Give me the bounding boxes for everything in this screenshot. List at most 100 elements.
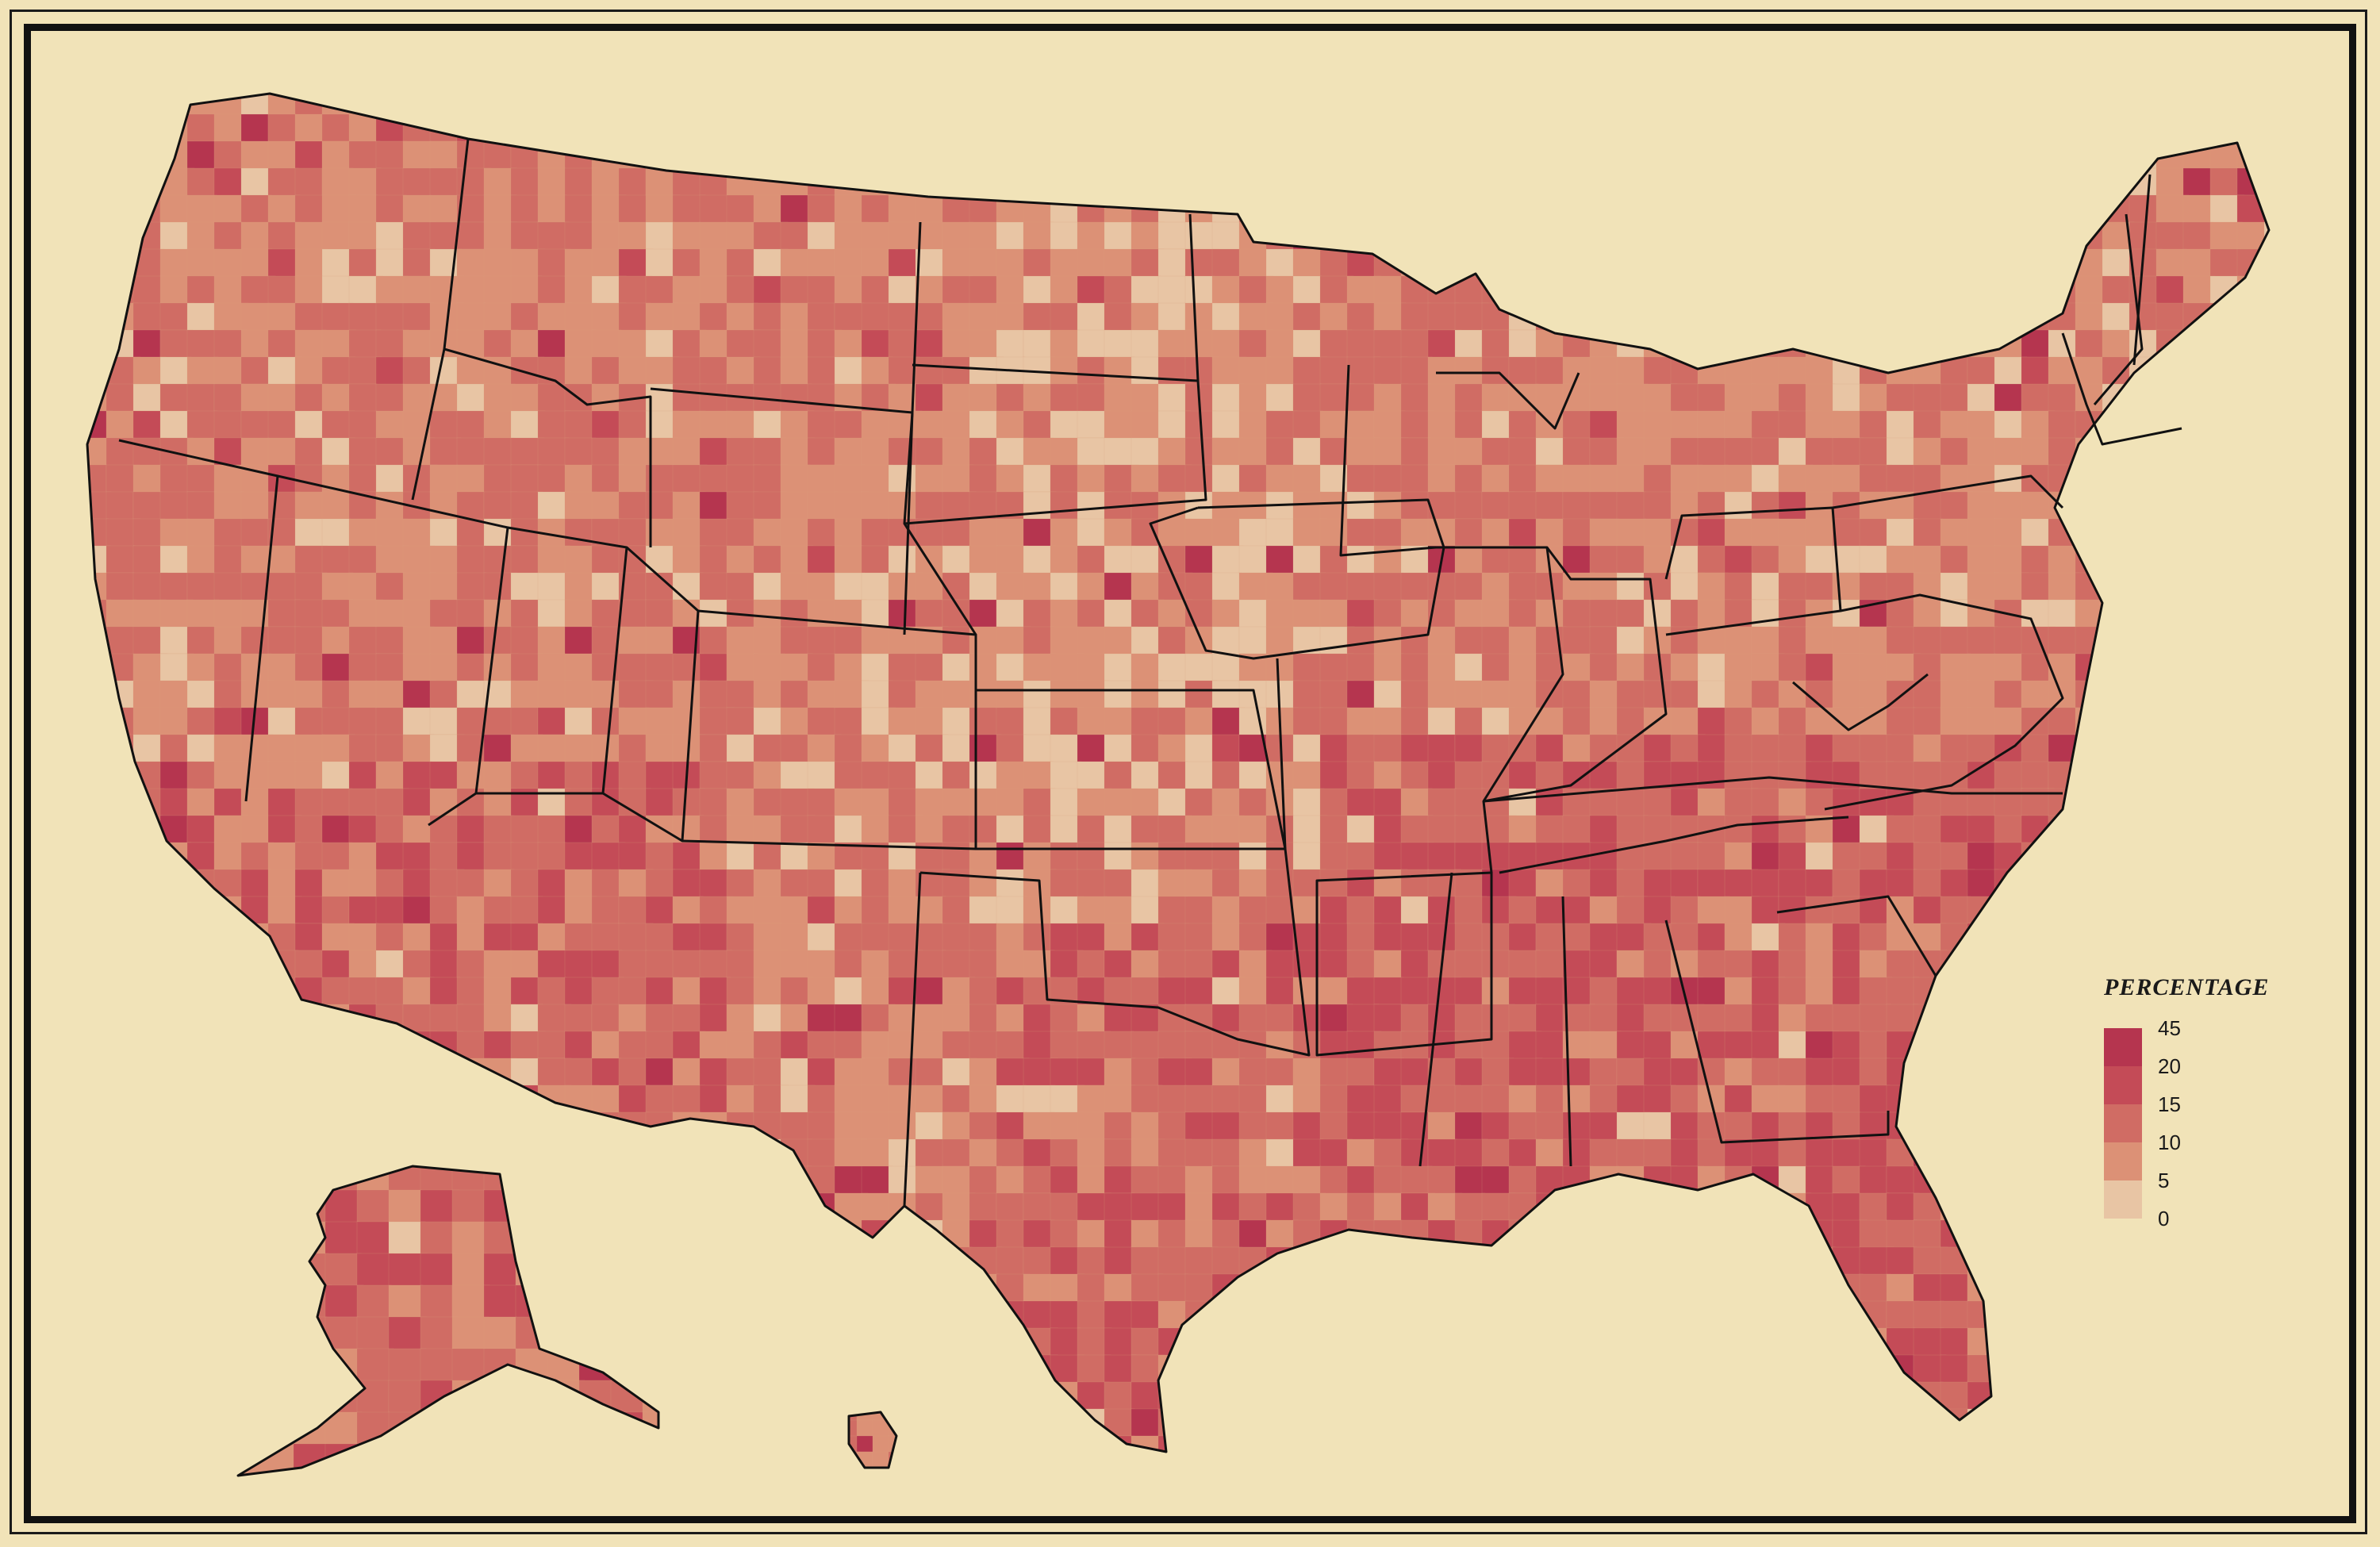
county-cell bbox=[834, 707, 862, 739]
county-cell bbox=[1886, 113, 1920, 146]
county-cell bbox=[969, 599, 997, 629]
county-cell bbox=[2102, 140, 2135, 175]
county-cell bbox=[1131, 1463, 1165, 1495]
county-cell bbox=[261, 1189, 294, 1228]
county-cell bbox=[1211, 302, 1242, 333]
county-cell bbox=[969, 248, 997, 278]
county-cell bbox=[1157, 977, 1190, 1008]
county-cell bbox=[510, 94, 540, 118]
county-cell bbox=[1319, 842, 1351, 874]
county-cell bbox=[132, 1058, 163, 1092]
county-cell bbox=[591, 1408, 620, 1443]
county-cell bbox=[807, 1219, 838, 1248]
county-cell bbox=[186, 1273, 217, 1307]
county-cell bbox=[1670, 1327, 1705, 1356]
county-cell bbox=[1805, 950, 1837, 980]
county-cell bbox=[87, 653, 109, 683]
county-cell bbox=[429, 626, 459, 656]
county-cell bbox=[186, 1031, 220, 1063]
county-cell bbox=[1562, 1435, 1591, 1452]
county-cell bbox=[87, 329, 108, 364]
county-cell bbox=[1184, 815, 1215, 847]
county-cell bbox=[2075, 140, 2108, 173]
county-cell bbox=[375, 410, 406, 443]
county-cell bbox=[213, 1165, 242, 1201]
county-cell bbox=[2263, 680, 2269, 715]
county-cell bbox=[375, 977, 408, 1006]
county-cell bbox=[1589, 113, 1619, 144]
county-cell bbox=[1157, 734, 1188, 763]
county-cell bbox=[2075, 1004, 2106, 1035]
county-cell bbox=[888, 1192, 918, 1227]
county-cell bbox=[1832, 1004, 1862, 1035]
county-cell bbox=[186, 491, 218, 521]
county-cell bbox=[1859, 275, 1887, 306]
county-cell bbox=[1238, 1354, 1270, 1390]
county-cell bbox=[132, 1084, 167, 1113]
county-cell bbox=[240, 410, 271, 442]
county-cell bbox=[1589, 1327, 1619, 1360]
county-cell bbox=[2129, 626, 2163, 656]
county-cell bbox=[1130, 356, 1161, 386]
county-cell bbox=[2182, 788, 2213, 823]
county-cell bbox=[240, 1084, 272, 1119]
county-cell bbox=[402, 329, 431, 359]
county-cell bbox=[456, 437, 489, 466]
county-cell bbox=[267, 1408, 298, 1438]
county-cell bbox=[1697, 140, 1732, 172]
county-cell bbox=[240, 1408, 272, 1444]
county-cell bbox=[1184, 167, 1219, 198]
county-cell bbox=[807, 248, 835, 277]
county-cell bbox=[942, 1165, 973, 1196]
county-cell bbox=[420, 1380, 454, 1418]
county-cell bbox=[238, 1284, 267, 1321]
county-cell bbox=[1670, 707, 1702, 735]
county-cell bbox=[1994, 1058, 2025, 1088]
county-cell bbox=[1481, 1084, 1513, 1117]
county-cell bbox=[261, 1221, 298, 1261]
county-cell bbox=[213, 761, 244, 791]
county-cell bbox=[780, 680, 811, 710]
county-cell bbox=[618, 599, 647, 630]
county-cell bbox=[996, 140, 1026, 173]
county-cell bbox=[2209, 896, 2244, 930]
county-cell bbox=[213, 923, 244, 953]
county-cell bbox=[2048, 194, 2079, 224]
county-cell bbox=[610, 1443, 650, 1476]
county-cell bbox=[1913, 221, 1948, 256]
county-cell bbox=[2236, 734, 2265, 770]
county-cell bbox=[1265, 140, 1295, 169]
county-cell bbox=[1373, 815, 1403, 847]
county-cell bbox=[888, 1273, 917, 1302]
county-cell bbox=[1347, 1463, 1381, 1491]
county-cell bbox=[1859, 1192, 1890, 1225]
county-cell bbox=[321, 1031, 351, 1061]
county-cell bbox=[1238, 194, 1268, 225]
county-cell bbox=[294, 1004, 324, 1035]
county-cell bbox=[1481, 383, 1510, 413]
county-cell bbox=[1023, 896, 1054, 926]
county-cell bbox=[1671, 1463, 1700, 1490]
county-cell bbox=[375, 1084, 409, 1119]
county-cell bbox=[1562, 923, 1594, 955]
county-cell bbox=[240, 1031, 269, 1063]
county-cell bbox=[1130, 1435, 1161, 1452]
county-cell bbox=[861, 1300, 896, 1330]
county-cell bbox=[106, 1219, 137, 1255]
county-cell bbox=[2182, 113, 2217, 146]
county-cell bbox=[1508, 1435, 1544, 1452]
county-cell bbox=[1859, 1408, 1893, 1439]
county-cell bbox=[1859, 194, 1887, 228]
county-cell bbox=[1265, 221, 1296, 253]
county-cell bbox=[2209, 1435, 2244, 1452]
county-cell bbox=[1211, 1138, 1244, 1167]
county-cell bbox=[726, 1354, 754, 1390]
county-cell bbox=[1454, 1111, 1483, 1142]
county-cell bbox=[132, 491, 163, 521]
county-cell bbox=[213, 626, 244, 658]
county-cell bbox=[1886, 599, 1916, 631]
legend-tick-label: 5 bbox=[2158, 1169, 2170, 1192]
county-cell bbox=[1724, 248, 1759, 282]
county-cell bbox=[1994, 1138, 2023, 1168]
county-cell bbox=[321, 1138, 353, 1171]
